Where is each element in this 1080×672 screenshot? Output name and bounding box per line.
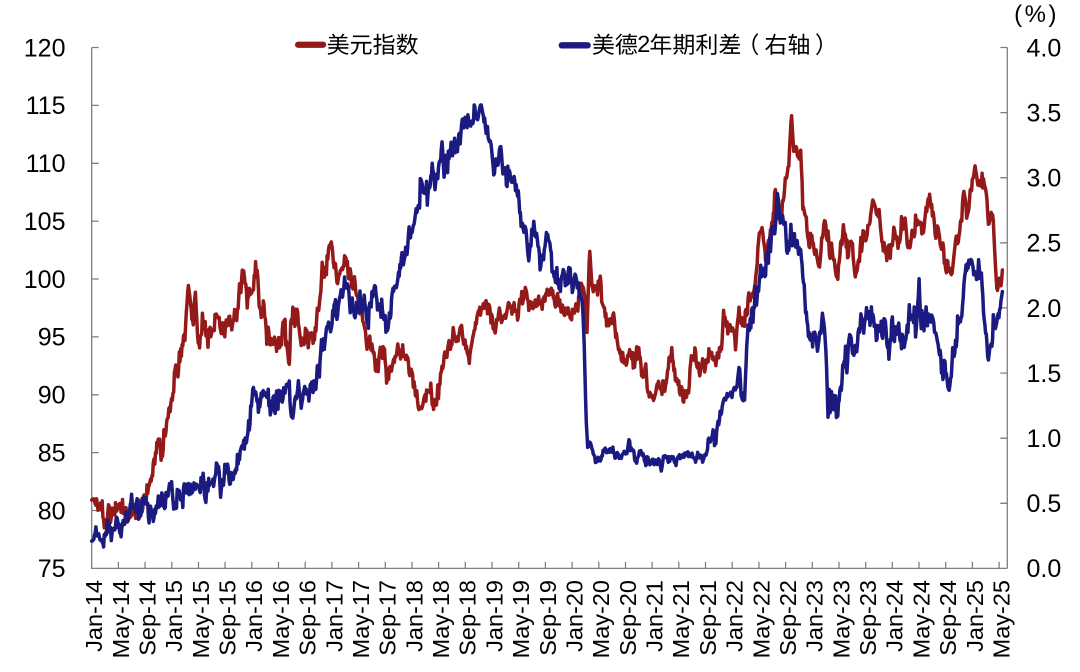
svg-text:Jan-15: Jan-15	[161, 580, 187, 652]
svg-text:80: 80	[38, 497, 66, 525]
svg-text:Jan-17: Jan-17	[321, 580, 347, 652]
svg-text:Sep-18: Sep-18	[455, 580, 481, 656]
svg-text:Jan-19: Jan-19	[481, 580, 507, 652]
svg-text:3.0: 3.0	[1027, 165, 1062, 193]
svg-text:Sep-14: Sep-14	[135, 580, 161, 656]
svg-text:May-21: May-21	[668, 580, 694, 658]
svg-text:Jan-24: Jan-24	[882, 580, 908, 652]
svg-text:Sep-20: Sep-20	[615, 580, 641, 656]
svg-text:May-24: May-24	[908, 580, 934, 658]
svg-text:Sep-19: Sep-19	[535, 580, 561, 656]
svg-text:Jan-21: Jan-21	[642, 580, 668, 652]
svg-text:May-14: May-14	[108, 580, 134, 658]
svg-text:105: 105	[24, 208, 66, 236]
svg-text:0.0: 0.0	[1027, 555, 1062, 583]
svg-text:90: 90	[38, 382, 66, 410]
svg-text:0.5: 0.5	[1027, 490, 1062, 518]
svg-text:1.0: 1.0	[1027, 425, 1062, 453]
svg-text:Sep-15: Sep-15	[215, 580, 241, 656]
svg-text:Jan-14: Jan-14	[81, 580, 107, 652]
svg-text:May-23: May-23	[828, 580, 854, 658]
svg-text:100: 100	[24, 266, 66, 294]
svg-text:Sep-17: Sep-17	[375, 580, 401, 656]
svg-text:1.5: 1.5	[1027, 360, 1062, 388]
svg-text:May-20: May-20	[588, 580, 614, 658]
svg-text:Jan-23: Jan-23	[802, 580, 828, 652]
svg-text:2.5: 2.5	[1027, 230, 1062, 258]
svg-text:75: 75	[38, 555, 66, 583]
svg-text:Jan-22: Jan-22	[722, 580, 748, 652]
svg-text:2.0: 2.0	[1027, 295, 1062, 323]
svg-text:120: 120	[24, 34, 66, 62]
svg-text:85: 85	[38, 439, 66, 467]
svg-text:Sep-24: Sep-24	[935, 580, 961, 656]
svg-text:Jan-16: Jan-16	[241, 580, 267, 652]
svg-text:May-16: May-16	[268, 580, 294, 658]
svg-text:Jan-25: Jan-25	[962, 580, 988, 652]
svg-text:3.5: 3.5	[1027, 99, 1062, 127]
svg-text:Sep-23: Sep-23	[855, 580, 881, 656]
svg-text:110: 110	[26, 150, 66, 178]
svg-text:May-25: May-25	[989, 580, 1015, 658]
svg-text:95: 95	[38, 324, 66, 352]
svg-text:Sep-21: Sep-21	[695, 580, 721, 656]
svg-text:Jan-18: Jan-18	[401, 580, 427, 652]
svg-text:Sep-16: Sep-16	[295, 580, 321, 656]
svg-text:May-17: May-17	[348, 580, 374, 658]
svg-text:May-18: May-18	[428, 580, 454, 658]
svg-text:Sep-22: Sep-22	[775, 580, 801, 656]
svg-text:4.0: 4.0	[1027, 34, 1062, 62]
svg-text:May-19: May-19	[508, 580, 534, 658]
svg-text:Jan-20: Jan-20	[562, 580, 588, 652]
svg-text:May-15: May-15	[188, 580, 214, 658]
svg-text:115: 115	[26, 92, 66, 120]
svg-text:May-22: May-22	[748, 580, 774, 658]
svg-text:(%): (%)	[1014, 1, 1059, 28]
